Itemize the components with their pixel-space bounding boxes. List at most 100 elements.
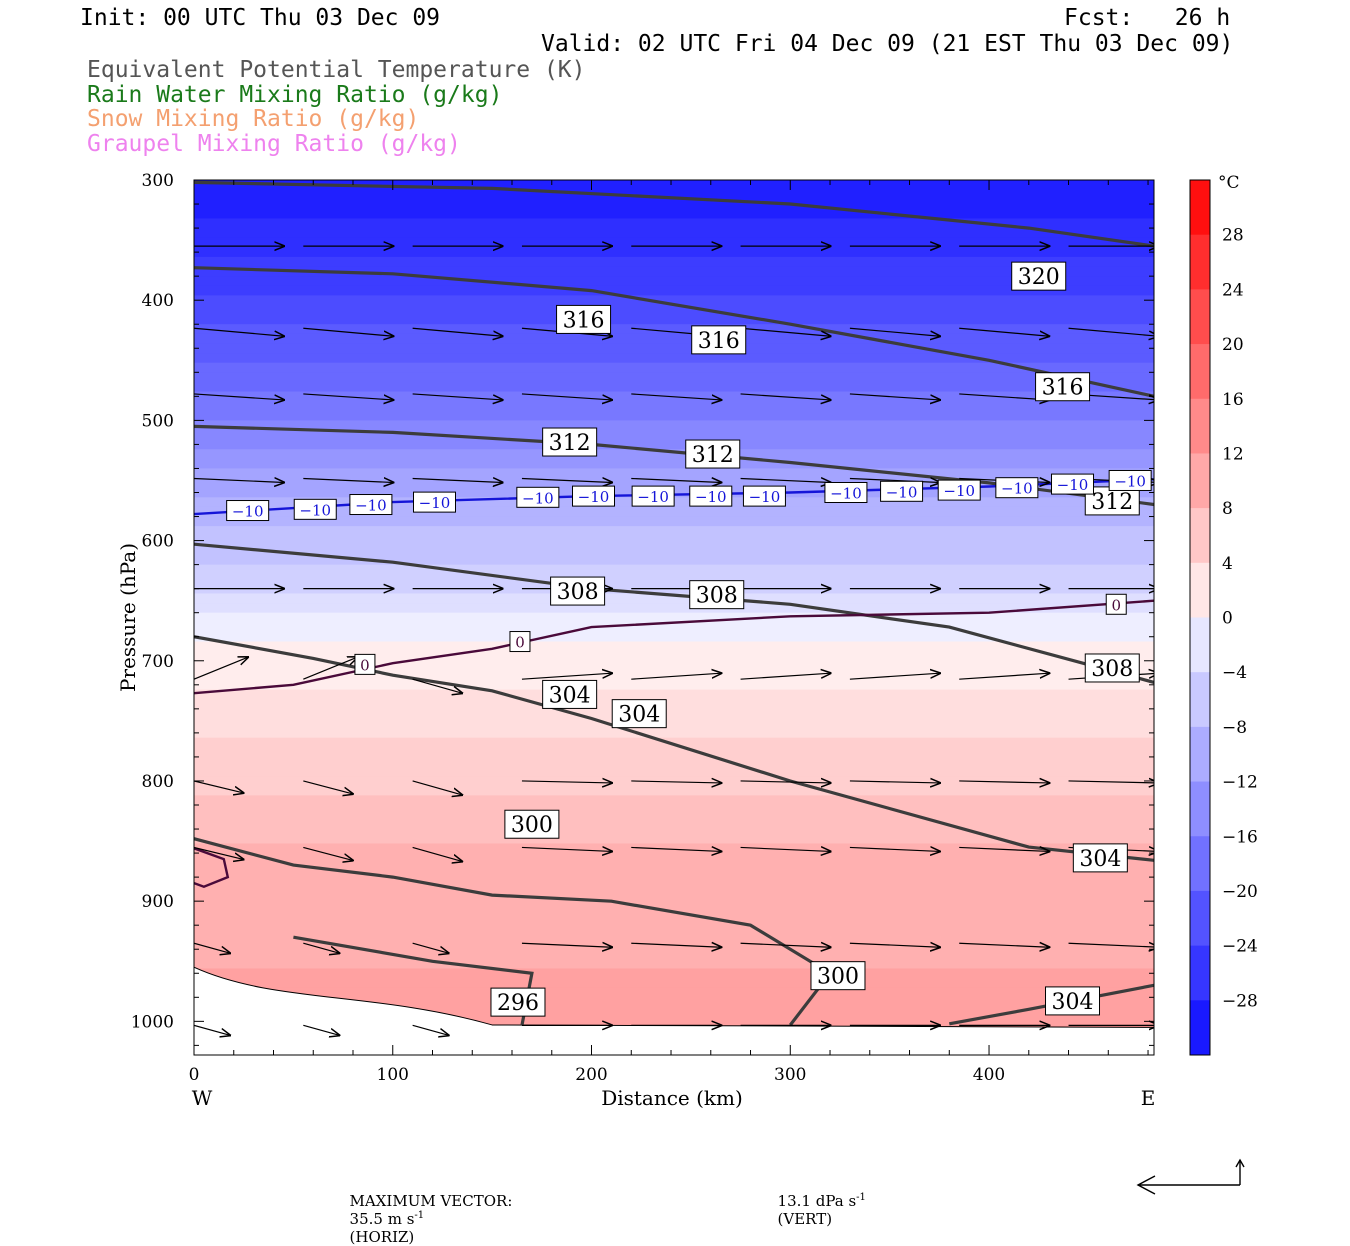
theta-e-label: 304 [618,703,660,728]
wind-vector [412,478,503,482]
theta-e-label: 312 [692,443,734,468]
temperature-band [194,949,1154,960]
temperature-band [194,208,1154,219]
theta-e-label: 312 [1091,490,1133,515]
wind-vector [959,327,1049,336]
y-tick-label: 600 [142,532,174,552]
wind-vector [1068,781,1154,783]
theta-e-label-box [490,987,546,1017]
temperature-band [194,958,1154,969]
x-axis-west-label: W [192,1086,213,1110]
x-tick-label: 100 [377,1065,409,1085]
theta-e-contour-304 [949,983,1154,1026]
temperature-band [194,843,1154,854]
wind-vector [631,393,721,400]
plot-frame [193,179,1155,1056]
temperature-band [194,901,1154,912]
wind-vector [631,847,721,851]
temperature-band [194,641,1154,652]
colorbar-tick-label: 16 [1222,390,1244,410]
temperature-band [194,420,1154,431]
wind-vector [631,478,721,482]
isotherm-label-box [349,494,393,516]
x-tick-label: 300 [774,1065,806,1085]
temperature-band [194,853,1154,864]
theta-e-label: 320 [1018,265,1060,290]
colorbar-segment [1190,1000,1210,1056]
temperature-band [194,343,1154,354]
isotherm-0 [194,847,230,888]
temperature-band [194,526,1154,537]
temperature-band [194,805,1154,816]
wind-vector [849,478,940,482]
temperature-band [194,785,1154,796]
wind-vector [849,673,940,680]
colorbar-tick-label: −20 [1222,882,1258,902]
colorbar-frame [1189,179,1211,1056]
temperature-band [194,478,1154,489]
theta-e-label: 304 [1079,847,1121,872]
temperature-band [194,795,1154,806]
colorbar-segment [1190,562,1210,618]
isotherm-label-box [1105,593,1127,615]
y-tick-label: 800 [142,772,174,792]
colorbar-segment [1190,617,1210,673]
max-vector-horiz-value: 35.5 m s [349,1210,415,1228]
legend-rain: Rain Water Mixing Ratio (g/kg) [87,82,503,108]
isotherm-label: −10 [830,485,862,503]
max-vector-vert-tag: (VERT) [777,1210,833,1228]
temperature-band [194,468,1154,479]
temperature-band [194,612,1154,623]
wind-vector [194,478,284,482]
theta-e-label-box [685,439,741,469]
temperature-band [194,305,1154,316]
temperature-band [194,718,1154,729]
wind-vector [849,847,940,851]
temperature-band [194,978,1154,989]
isotherm-label: −10 [355,497,387,515]
isotherm-label: −10 [232,503,264,521]
temperature-band [194,353,1154,364]
temperature-band [194,276,1154,287]
isotherm-label: −10 [1057,476,1089,494]
theta-e-label-box [689,580,745,610]
wind-vector [959,673,1049,680]
max-vector-horiz-tag: (HORIZ) [349,1228,415,1246]
temperature-band [194,728,1154,739]
isotherm-label-box [689,485,733,507]
colorbar-tick-label: 20 [1222,335,1244,355]
colorbar-segment [1190,836,1210,892]
y-axis-label: Pressure (hPa) [116,543,140,692]
temperature-band [194,622,1154,633]
temperature-band [194,930,1154,941]
colorbar-tick-label: 0 [1222,609,1233,629]
theta-e-label: 300 [511,813,553,838]
isotherm-label-box [516,486,560,508]
temperature-band [194,680,1154,691]
temperature-band [194,506,1154,518]
forecast-hour: Fcst: 26 h [1064,5,1231,31]
x-tick-label: 400 [973,1065,1005,1085]
theta-e-label: 304 [1052,990,1094,1015]
isotherm-label-box [572,485,616,507]
wind-vector [412,780,463,795]
temperature-band [194,824,1154,835]
temperature-band [194,256,1154,268]
max-vector-vert-value: 13.1 dPa s [777,1192,857,1210]
temperature-band [194,756,1154,768]
colorbar-tick-label: 28 [1222,226,1244,246]
temperature-band [194,1016,1154,1027]
isotherm-label: −10 [749,488,781,506]
isotherm-label: −10 [419,494,451,512]
wind-vector [194,327,284,336]
temperature-band [194,439,1154,450]
temperature-band [194,324,1154,335]
wind-vector [194,657,248,680]
theta-e-label-box [1072,843,1128,873]
theta-e-label: 316 [698,329,740,354]
temperature-band [194,987,1154,998]
wind-vector [412,327,503,336]
isotherm-label-box [631,485,675,507]
wind-vector [412,393,503,400]
temperature-band [194,228,1154,239]
